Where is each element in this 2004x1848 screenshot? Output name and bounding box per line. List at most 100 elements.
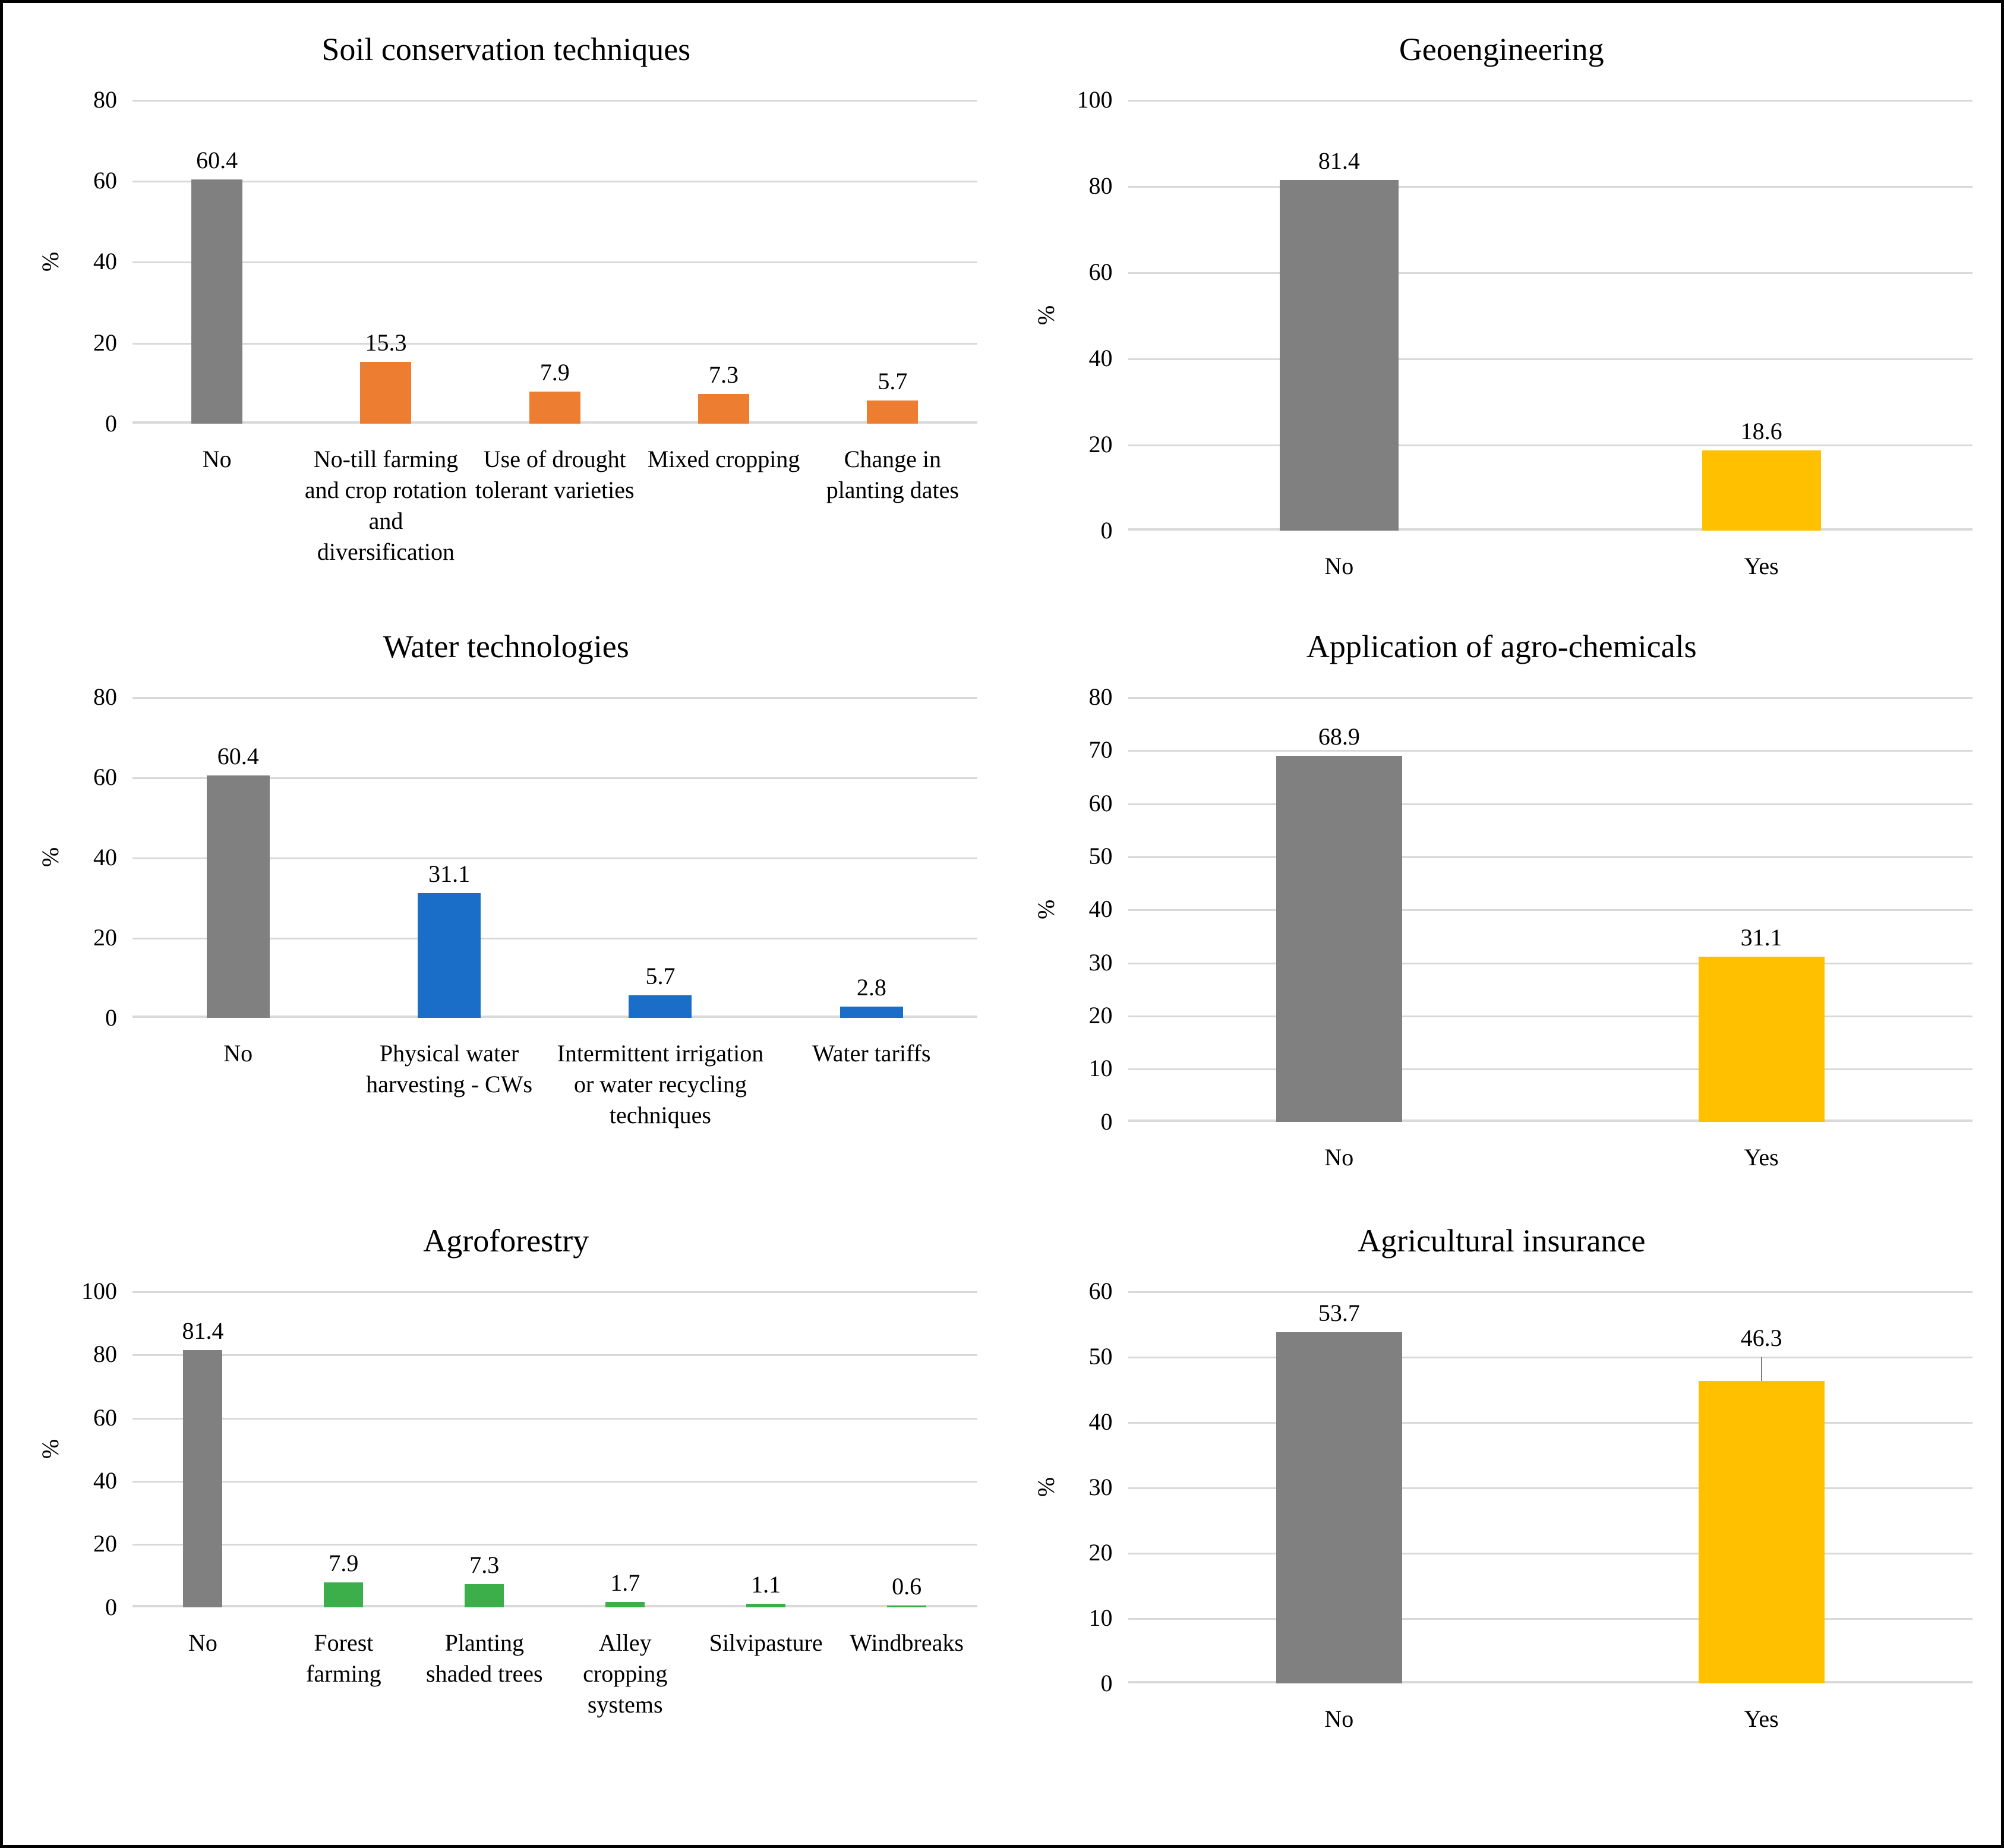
categories-row: No Yes (1031, 1142, 1973, 1173)
gridline (1128, 696, 1973, 699)
gridline (132, 99, 977, 102)
chart-title: Geoengineering (1399, 31, 1604, 67)
x-axis-baseline (1128, 1119, 1973, 1122)
category-label-change-in-planting-dates: Change in planting dates (826, 445, 959, 503)
bar-slot-water-tariffs: 2.8 (766, 973, 977, 1018)
category-label-planting-shaded-trees: Planting shaded trees (426, 1629, 543, 1687)
gridline (1128, 803, 1973, 805)
plot-area: 53.7 46.3 (1128, 1291, 1973, 1683)
bar-value-label: 7.9 (539, 358, 570, 386)
bar-value-label: 53.7 (1318, 1299, 1360, 1326)
bar-slot-no: 60.4 (132, 744, 343, 1018)
chart-panel-agricultural-insurance: Agricultural insurance% 60 50 40 30 20 10 0 53.7… (1002, 1203, 1998, 1830)
y-tick-label: 50 (1088, 1342, 1113, 1370)
bars-row: 81.4 7.9 7.3 1.7 1.1 0.6 (132, 1291, 977, 1607)
bar-silvipasture (746, 1603, 786, 1607)
gridline (132, 777, 977, 779)
gridline (1128, 1487, 1973, 1489)
bar-value-label: 31.1 (1740, 923, 1782, 951)
categories-cells: No Yes (1128, 551, 1973, 582)
y-axis-title: % (37, 847, 64, 868)
category-label-yes: Yes (1744, 1143, 1779, 1171)
bar-change-in-planting-dates (867, 400, 919, 424)
bar-windbreaks (887, 1605, 927, 1607)
y-tick-label: 0 (105, 1593, 117, 1620)
y-tick-label: 40 (93, 248, 117, 275)
gridline (132, 342, 977, 345)
y-axis-title: % (1032, 1477, 1059, 1497)
y-axis-ticks: 80 70 60 50 40 30 20 10 0 (1062, 685, 1128, 1133)
category-label-forest-farming: Forest farming (306, 1629, 381, 1687)
categories-row: No Forest farming Planting shaded trees All… (35, 1628, 977, 1720)
category-label-intermittent-irrigation-or-water-recycling-techniques: Intermittent irrigation or water recycli… (557, 1039, 764, 1128)
y-tick-label: 0 (1100, 1108, 1113, 1135)
chart-panel-water-technologies: Water technologies% 80 60 40 20 0 60.4 31.1 5.7 2… (7, 608, 1002, 1203)
gridline (132, 937, 977, 939)
bar-slot-no: 81.4 (1128, 149, 1551, 531)
category-label-yes: Yes (1744, 1705, 1779, 1732)
gridline (132, 1354, 977, 1357)
y-tick-label: 80 (93, 683, 117, 710)
gridline (1128, 1068, 1973, 1071)
bar-no (1276, 1332, 1402, 1683)
y-axis-title-cell: % (1031, 1291, 1062, 1683)
bar-use-of-drought-tolerant-varieties (529, 391, 580, 424)
charts-grid: Soil conservation techniques% 80 60 40 20 0 60… (7, 11, 1997, 1837)
bar-yes (1698, 956, 1825, 1122)
chart-panel-application-of-agro-chemicals: Application of agro-chemicals% 80 70 60 50 40… (1002, 608, 1998, 1203)
categories-row: No No-till farming and crop rotation and … (35, 444, 977, 567)
gridline (1128, 272, 1973, 274)
y-tick-label: 0 (1100, 516, 1113, 544)
bar-value-label: 7.9 (329, 1549, 359, 1576)
category-label-use-of-drought-tolerant-varieties: Use of drought tolerant varieties (475, 445, 635, 503)
bar-value-label: 1.7 (610, 1569, 640, 1596)
gridline (1128, 444, 1973, 446)
bar-yes (1698, 1380, 1825, 1683)
gridline (1128, 856, 1973, 858)
y-tick-label: 100 (81, 1277, 117, 1304)
category-label-no: No (223, 1039, 253, 1067)
chart-body: % 100 80 60 40 20 0 81.4 7.9 7.3 1.7 1.1 0.6 (35, 1279, 977, 1619)
y-axis-title: % (1032, 899, 1059, 919)
bar-value-label: 2.8 (856, 973, 886, 1001)
gridline (132, 1291, 977, 1293)
bar-slot-yes: 46.3 (1550, 1326, 1973, 1683)
y-axis-ticks: 60 50 40 30 20 10 0 (1062, 1279, 1128, 1695)
bar-slot-intermittent-irrigation-or-water-recycling-techniques: 5.7 (555, 964, 766, 1018)
plot-area: 60.4 31.1 5.7 2.8 (132, 696, 977, 1018)
bar-value-label: 60.4 (196, 146, 238, 174)
category-label-yes: Yes (1744, 552, 1779, 579)
y-axis-title: % (37, 251, 64, 272)
category-label-physical-water-harvesting-cws: Physical water harvesting - CWs (366, 1039, 533, 1098)
bars-row: 60.4 31.1 5.7 2.8 (132, 697, 977, 1018)
bar-value-label: 7.3 (709, 361, 739, 388)
bar-value-label: 81.4 (1318, 147, 1360, 174)
bar-value-label: 18.6 (1740, 417, 1782, 444)
category-label-water-tariffs: Water tariffs (812, 1039, 931, 1067)
bar-slot-no: 81.4 (132, 1319, 273, 1607)
gridline (1128, 1356, 1973, 1358)
bar-water-tariffs (840, 1006, 903, 1018)
categories-cells: No Yes (1128, 1142, 1973, 1173)
y-tick-label: 60 (93, 1404, 117, 1431)
bar-slot-silvipasture: 1.1 (696, 1571, 837, 1607)
bar-no (1279, 179, 1399, 531)
plot-area: 60.4 15.3 7.9 7.3 5.7 (132, 99, 977, 424)
y-tick-label: 40 (93, 1467, 117, 1494)
y-tick-label: 40 (1088, 895, 1113, 923)
category-label-no-till-farming-and-crop-rotation-and-diversification: No-till farming and crop rotation and di… (304, 445, 468, 565)
bar-no (191, 179, 243, 424)
bar-slot-change-in-planting-dates: 5.7 (808, 369, 977, 424)
y-tick-label: 40 (93, 843, 117, 871)
bar-physical-water-harvesting-cws (418, 893, 481, 1018)
category-label-alley-cropping-systems: Alley cropping systems (583, 1629, 668, 1718)
y-tick-label: 10 (1088, 1055, 1113, 1082)
gridline (132, 261, 977, 264)
bar-no (1276, 755, 1402, 1122)
category-label-no: No (1324, 1705, 1354, 1732)
bar-no (183, 1349, 223, 1607)
bar-value-label: 1.1 (751, 1571, 781, 1598)
x-axis-baseline (1128, 528, 1973, 531)
y-axis-title-cell: % (35, 1291, 66, 1607)
bar-planting-shaded-trees (465, 1584, 504, 1607)
